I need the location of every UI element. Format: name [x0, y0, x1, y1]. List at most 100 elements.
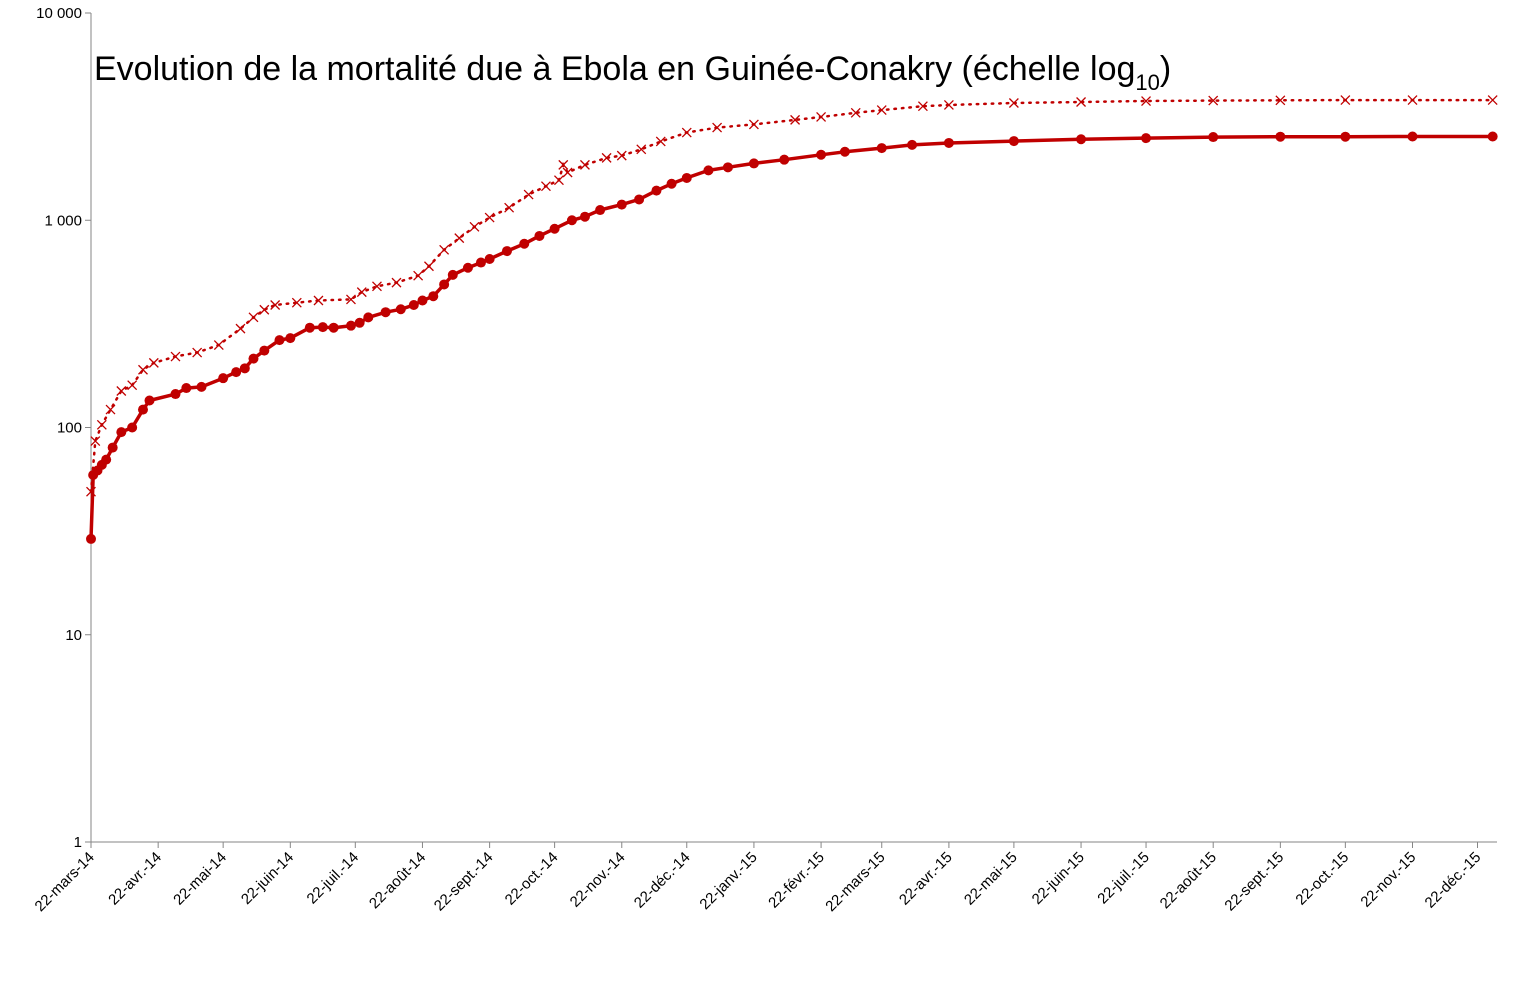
data-point: [566, 215, 577, 226]
data-point: [274, 335, 285, 346]
data-point: [917, 101, 928, 112]
data-point: [239, 363, 250, 374]
data-point: [138, 364, 148, 375]
x-tick-label: 22-oct.-14: [502, 849, 562, 909]
data-point: [1208, 132, 1219, 143]
x-tick-label: 22-nov.-15: [1357, 849, 1419, 911]
data-point: [248, 312, 259, 323]
data-point: [105, 404, 116, 415]
data-point: [1340, 95, 1351, 106]
x-tick-label: 22-sept.-15: [1222, 849, 1288, 915]
x-tick-label: 22-juin-15: [1029, 849, 1088, 908]
chart-title-suffix: ): [1160, 50, 1171, 88]
data-point: [372, 281, 382, 292]
data-point: [213, 340, 224, 350]
data-point: [454, 233, 465, 244]
data-point: [779, 154, 790, 165]
x-tick-label: 22-juil.-14: [304, 849, 363, 908]
x-tick-label: 22-janv.-15: [696, 849, 760, 913]
data-point: [1340, 131, 1351, 142]
data-point: [291, 297, 302, 308]
data-point: [317, 322, 328, 333]
data-point: [876, 105, 887, 116]
data-point: [553, 175, 564, 186]
data-point: [192, 347, 203, 358]
x-tick-label: 22-août-14: [366, 849, 429, 912]
x-tick-label: 22-mai-15: [961, 849, 1021, 909]
data-point: [943, 137, 954, 148]
data-point: [413, 270, 424, 281]
y-tick-label: 100: [57, 420, 82, 437]
data-point: [484, 212, 495, 223]
data-point: [1275, 95, 1286, 106]
data-point: [346, 294, 356, 305]
data-point: [540, 181, 551, 192]
data-point: [469, 221, 480, 232]
x-tick-label: 22-oct.-15: [1292, 849, 1352, 909]
data-point: [839, 146, 850, 157]
x-tick-label: 22-juil.-15: [1094, 849, 1153, 908]
data-point: [748, 119, 759, 130]
data-point: [170, 351, 181, 362]
data-point: [170, 389, 181, 400]
data-point: [534, 230, 545, 241]
data-point: [595, 205, 606, 216]
data-point: [1208, 95, 1219, 106]
data-point: [1407, 95, 1418, 106]
data-point: [235, 323, 246, 334]
data-point: [816, 149, 827, 160]
data-point: [523, 189, 534, 200]
data-point: [651, 185, 662, 196]
data-point: [907, 139, 918, 150]
data-point: [616, 150, 627, 161]
data-point: [101, 454, 112, 465]
data-point: [790, 114, 801, 125]
data-point: [345, 320, 356, 331]
data-point: [504, 202, 515, 213]
data-point: [248, 353, 259, 364]
data-point: [391, 277, 402, 288]
y-tick-label: 1: [74, 834, 82, 851]
data-point: [1076, 134, 1087, 145]
data-point: [601, 152, 612, 163]
data-point: [96, 419, 107, 430]
data-point: [655, 136, 666, 147]
data-point: [439, 244, 450, 255]
data-point: [395, 304, 406, 315]
data-point: [484, 254, 495, 265]
data-point: [447, 269, 458, 280]
data-point: [1076, 97, 1087, 107]
data-point: [558, 159, 569, 170]
data-point: [285, 333, 296, 344]
data-point: [218, 373, 229, 384]
data-point: [270, 300, 281, 310]
y-tick-label: 10: [65, 627, 82, 644]
data-point: [181, 383, 192, 394]
chart-title: Evolution de la mortalité due à Ebola en…: [94, 50, 1171, 95]
data-point: [417, 295, 428, 306]
data-point: [636, 144, 647, 155]
data-point: [107, 442, 118, 453]
data-point: [501, 246, 512, 257]
x-tick-label: 22-févr.-15: [765, 849, 828, 912]
data-point: [148, 357, 159, 368]
data-point: [681, 172, 692, 183]
data-point: [579, 159, 590, 170]
data-point: [712, 122, 723, 133]
data-point: [196, 381, 207, 392]
data-point: [127, 422, 138, 433]
x-axis-ticks: 22-mars-14 22-avr.-14 22-mai-14 22-juin-14 2…: [32, 842, 1484, 915]
data-point: [86, 533, 96, 544]
x-tick-label: 22-sept.-14: [431, 849, 497, 915]
data-point: [681, 127, 692, 138]
x-tick-label: 22-mars-15: [822, 849, 888, 915]
data-point: [1275, 131, 1286, 142]
data-point: [137, 404, 148, 415]
data-point: [439, 279, 450, 290]
data-point: [943, 99, 954, 110]
data-point: [354, 317, 365, 328]
data-point: [424, 261, 434, 272]
data-point: [408, 300, 419, 311]
data-point: [328, 322, 339, 333]
data-point: [616, 199, 627, 210]
